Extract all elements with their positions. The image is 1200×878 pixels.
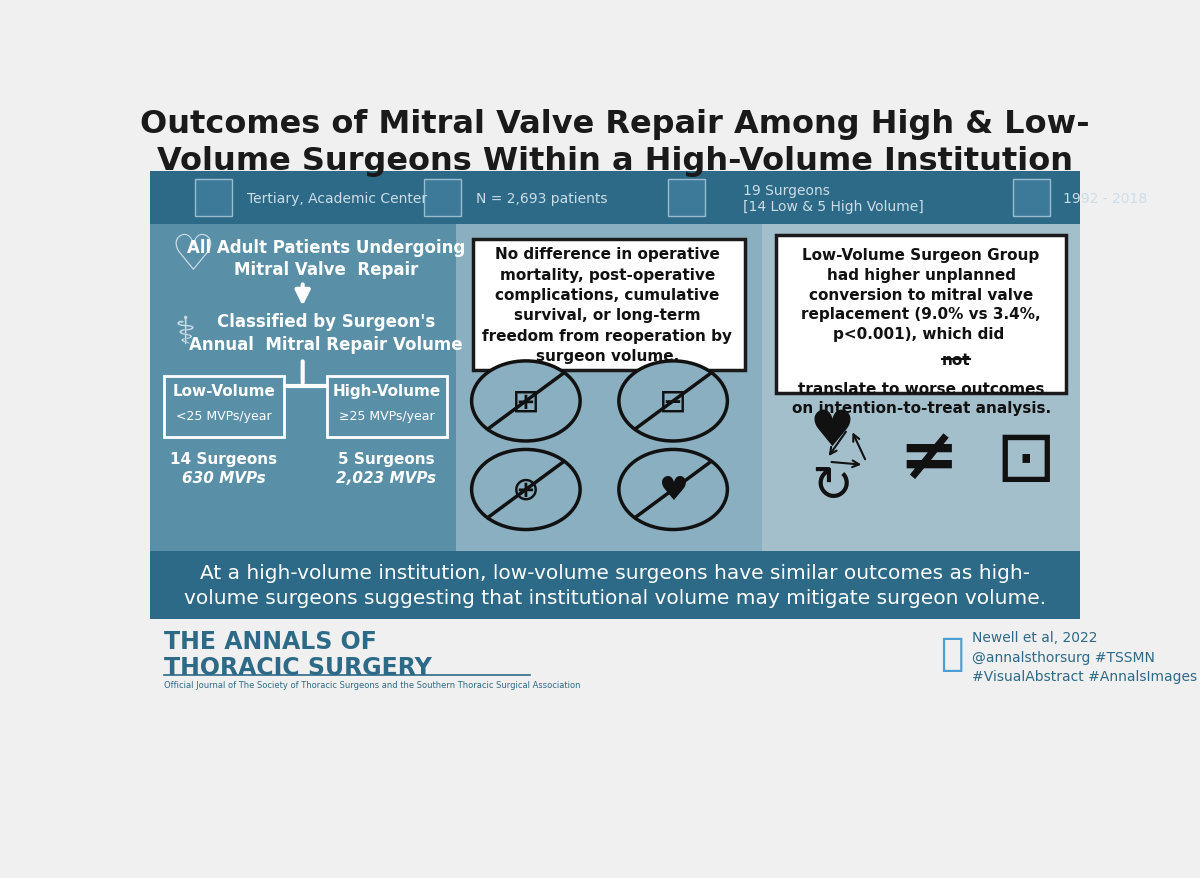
Text: Official Journal of The Society of Thoracic Surgeons and the Southern Thoracic S: Official Journal of The Society of Thora… xyxy=(164,680,581,689)
Bar xyxy=(776,236,1066,393)
Text: All Adult Patients Undergoing
Mitral Valve  Repair: All Adult Patients Undergoing Mitral Val… xyxy=(187,239,466,278)
Text: Outcomes of Mitral Valve Repair Among High & Low-
Volume Surgeons Within a High-: Outcomes of Mitral Valve Repair Among Hi… xyxy=(140,109,1090,177)
Bar xyxy=(194,180,232,217)
Text: ♥: ♥ xyxy=(658,473,688,507)
Ellipse shape xyxy=(472,450,580,530)
Text: ⊡: ⊡ xyxy=(996,426,1056,495)
Text: ≥25 MVPs/year: ≥25 MVPs/year xyxy=(338,410,434,422)
Text: Classified by Surgeon's
Annual  Mitral Repair Volume: Classified by Surgeon's Annual Mitral Re… xyxy=(190,313,463,353)
Text: Newell et al, 2022
@annalsthorsurg #TSSMN
#VisualAbstract #AnnalsImages: Newell et al, 2022 @annalsthorsurg #TSSM… xyxy=(972,630,1196,684)
Text: 2,023 MVPs: 2,023 MVPs xyxy=(336,471,437,486)
Text: THE ANNALS OF: THE ANNALS OF xyxy=(164,630,377,653)
Text: ≠: ≠ xyxy=(899,425,959,493)
Text: ♡: ♡ xyxy=(170,232,215,279)
Bar xyxy=(150,225,456,551)
Text: Low-Volume Surgeon Group
had higher unplanned
conversion to mitral valve
replace: Low-Volume Surgeon Group had higher unpl… xyxy=(802,248,1040,342)
Text: translate to worse outcomes
on intention-to-treat analysis.: translate to worse outcomes on intention… xyxy=(792,362,1051,416)
Text: ⚕: ⚕ xyxy=(174,313,196,351)
Text: High-Volume: High-Volume xyxy=(332,384,440,399)
Text: Low-Volume: Low-Volume xyxy=(172,384,275,399)
Text: not: not xyxy=(942,353,971,368)
Ellipse shape xyxy=(619,450,727,530)
Bar xyxy=(150,172,1080,225)
Text: 630 MVPs: 630 MVPs xyxy=(181,471,265,486)
Ellipse shape xyxy=(472,362,580,442)
Text: At a high-volume institution, low-volume surgeons have similar outcomes as high-: At a high-volume institution, low-volume… xyxy=(184,564,1046,608)
Text: Tertiary, Academic Center: Tertiary, Academic Center xyxy=(247,191,427,205)
Text: ⊞: ⊞ xyxy=(512,385,540,418)
Bar xyxy=(473,240,745,371)
Bar xyxy=(326,376,446,437)
Text: 5 Surgeons: 5 Surgeons xyxy=(338,451,434,466)
Text: 14 Surgeons: 14 Surgeons xyxy=(170,451,277,466)
Text: ⊕: ⊕ xyxy=(512,473,540,507)
Text: 19 Surgeons
[14 Low & 5 High Volume]: 19 Surgeons [14 Low & 5 High Volume] xyxy=(743,184,924,213)
Text: 1992 - 2018: 1992 - 2018 xyxy=(1063,191,1147,205)
Text: THORACIC SURGERY: THORACIC SURGERY xyxy=(164,655,432,680)
Text: ♥
↻: ♥ ↻ xyxy=(810,407,854,511)
Bar xyxy=(424,180,461,217)
Bar xyxy=(456,225,762,551)
Text: N = 2,693 patients: N = 2,693 patients xyxy=(475,191,607,205)
Text: 🐦: 🐦 xyxy=(941,635,964,673)
Ellipse shape xyxy=(619,362,727,442)
Bar xyxy=(762,225,1080,551)
Bar xyxy=(164,376,284,437)
Bar xyxy=(150,551,1080,619)
Text: ⊟: ⊟ xyxy=(659,385,688,418)
Text: <25 MVPs/year: <25 MVPs/year xyxy=(176,410,271,422)
Bar xyxy=(667,180,704,217)
Bar xyxy=(1013,180,1050,217)
Text: No difference in operative
mortality, post-operative
complications, cumulative
s: No difference in operative mortality, po… xyxy=(482,247,732,363)
